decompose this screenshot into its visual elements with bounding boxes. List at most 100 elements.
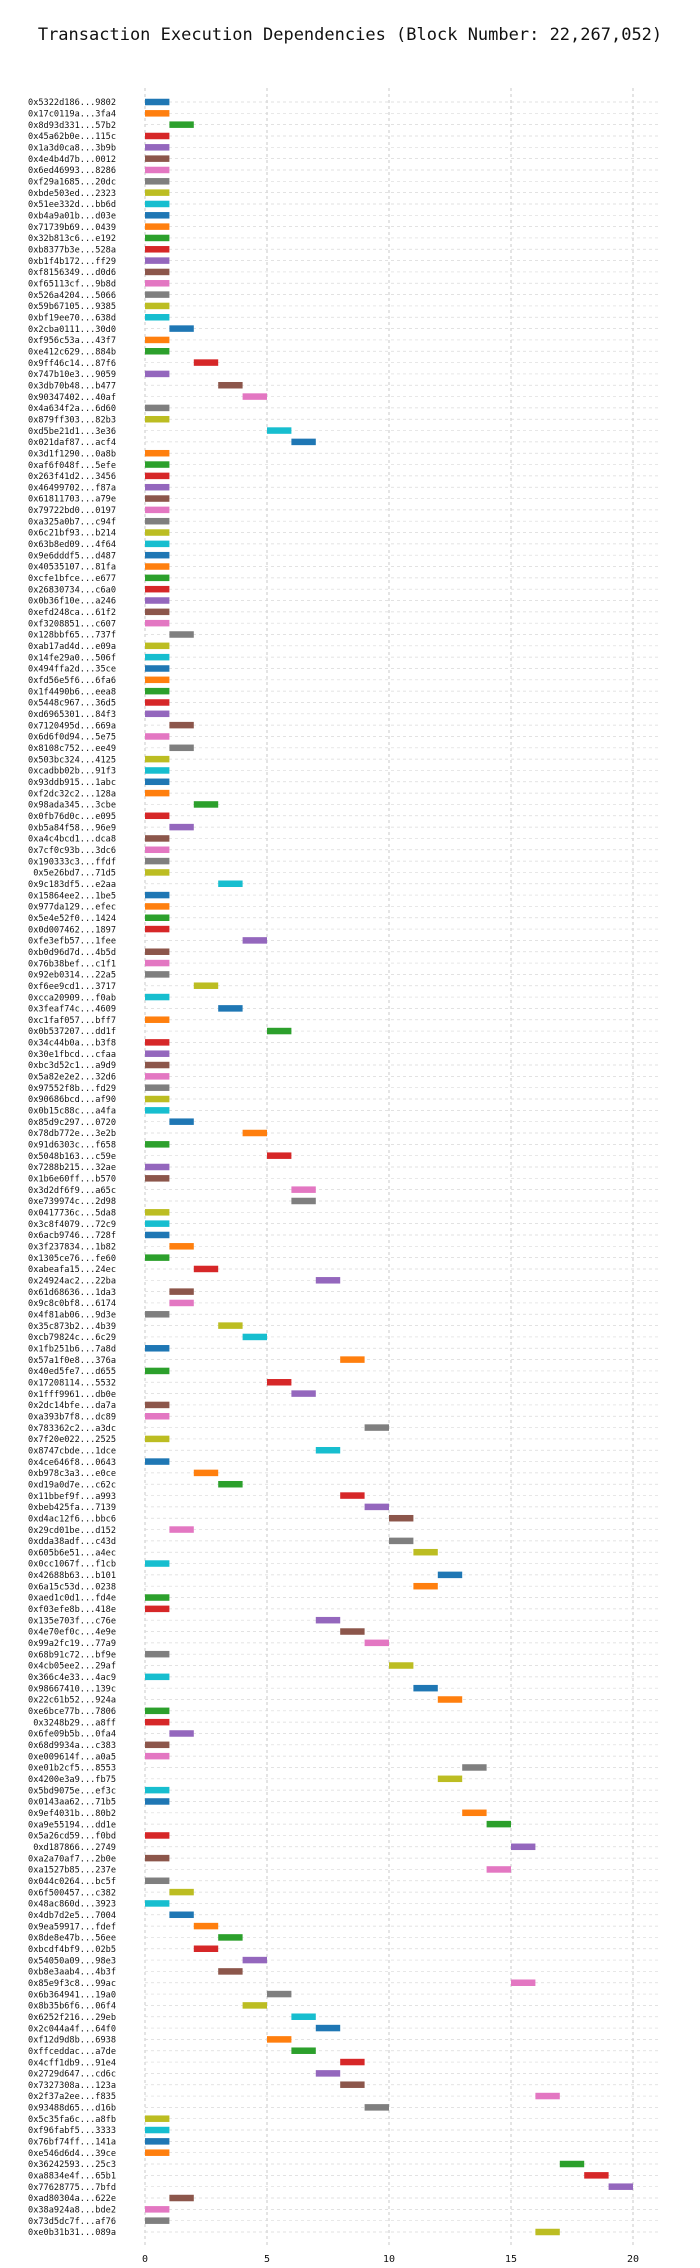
transaction-bar xyxy=(145,948,170,955)
transaction-bar xyxy=(145,733,170,740)
transaction-bar xyxy=(145,1175,170,1182)
transaction-bar xyxy=(242,1333,267,1341)
transaction-label: 0x79722bd0...0197 xyxy=(28,506,116,516)
transaction-label: 0xab17ad4d...e09a xyxy=(28,642,116,652)
transaction-label: 0x5448c967...36d5 xyxy=(28,699,116,709)
transaction-bar xyxy=(145,993,170,1001)
transaction-bar xyxy=(291,1197,316,1205)
transaction-bar xyxy=(193,801,219,808)
transaction-bar xyxy=(145,971,170,978)
transaction-bar xyxy=(267,427,292,434)
transaction-bar xyxy=(267,1379,292,1386)
transaction-label: 0x42688b63...b101 xyxy=(28,1571,116,1581)
transaction-bar xyxy=(145,1141,170,1148)
transaction-label: 0x99a2fc19...77a9 xyxy=(28,1639,116,1649)
transaction-bar xyxy=(145,1741,170,1749)
transaction-bar xyxy=(145,1345,170,1352)
transaction-label: 0x68b91c72...bf9e xyxy=(28,1650,116,1660)
transaction-bar xyxy=(559,2160,585,2168)
transaction-bar xyxy=(145,472,170,480)
transaction-bar xyxy=(413,1684,438,1692)
transaction-label: 0x93488d65...d16b xyxy=(28,2104,116,2114)
x-tick-label: 20 xyxy=(627,2254,639,2265)
transaction-label: 0x0143aa62...71b5 xyxy=(28,1798,116,1808)
transaction-label: 0x8108c752...ee49 xyxy=(28,744,116,754)
transaction-label: 0x9c8c0bf8...6174 xyxy=(28,1299,116,1309)
transaction-label: 0x1a3d0ca8...3b9b xyxy=(28,144,116,154)
transaction-bar xyxy=(145,483,170,491)
transaction-bar xyxy=(145,1413,170,1420)
transaction-label: 0xf03efe8b...418e xyxy=(28,1605,116,1615)
transaction-label: 0x6fe09b5b...0fa4 xyxy=(28,1730,116,1740)
transaction-bar xyxy=(145,2138,170,2145)
transaction-bar xyxy=(145,268,170,276)
transaction-bar xyxy=(145,1061,170,1069)
transaction-label: 0x6acb9746...728f xyxy=(28,1231,116,1241)
transaction-bar xyxy=(364,1639,389,1647)
transaction-bar xyxy=(218,381,243,389)
transaction-label: 0x9e6dddf5...d487 xyxy=(28,551,116,561)
transaction-label: 0xe0b31b31...089a xyxy=(28,2228,116,2238)
transaction-bar xyxy=(145,1707,170,1715)
transaction-bar xyxy=(218,1934,243,1941)
transaction-label: 0x48ac860d...3923 xyxy=(28,1900,116,1910)
transaction-bar xyxy=(145,1786,170,1794)
transaction-label: 0x45a62b0e...115c xyxy=(28,132,116,142)
transaction-bar xyxy=(145,1877,170,1885)
transaction-bar xyxy=(145,1560,170,1567)
transaction-bar xyxy=(218,1480,243,1488)
transaction-label: 0x4cff1db9...91e4 xyxy=(28,2058,116,2068)
transaction-label: 0x783362c2...a3dc xyxy=(28,1424,116,1434)
transaction-bar xyxy=(145,370,170,378)
transaction-bar xyxy=(145,314,170,321)
transaction-bar xyxy=(193,982,219,989)
transaction-bar xyxy=(242,937,267,944)
transaction-bar xyxy=(315,1446,341,1454)
transaction-label: 0x5a26cd59...f0bd xyxy=(28,1832,116,1842)
transaction-label: 0x91d6303c...f658 xyxy=(28,1141,116,1151)
transaction-label: 0x1305ce76...fe60 xyxy=(28,1254,116,1264)
transaction-label: 0x0d007462...1897 xyxy=(28,925,116,935)
transaction-bar xyxy=(218,1005,243,1012)
transaction-label: 0x7cf0c93b...3dc6 xyxy=(28,846,116,856)
transaction-label: 0xe01b2cf5...8553 xyxy=(28,1764,116,1774)
transaction-label: 0x128bbf65...737f xyxy=(28,631,116,641)
transaction-bar xyxy=(145,415,170,423)
transaction-label: 0x977da129...efec xyxy=(28,903,116,913)
transaction-bar xyxy=(145,1163,170,1171)
transaction-bar xyxy=(169,1526,194,1533)
transaction-bar xyxy=(242,1956,267,1964)
transaction-bar xyxy=(340,1356,365,1363)
transaction-label: 0xf3208851...c607 xyxy=(28,619,116,629)
transaction-bar xyxy=(145,110,170,117)
transaction-bar xyxy=(169,1911,194,1919)
transaction-bar xyxy=(145,529,170,536)
transaction-bar xyxy=(291,438,316,446)
transaction-bar xyxy=(145,1107,170,1114)
transaction-label: 0x61d68636...1da3 xyxy=(28,1288,116,1298)
transaction-bar xyxy=(462,1764,487,1771)
transaction-label: 0xbeb425fa...7139 xyxy=(28,1503,116,1513)
transaction-bar xyxy=(169,1288,194,1295)
transaction-label: 0xd187866...2749 xyxy=(33,1843,116,1853)
transaction-bar xyxy=(145,959,170,967)
transaction-label: 0x044c0264...bc5f xyxy=(28,1877,116,1887)
transaction-bar xyxy=(267,2036,292,2043)
transaction-bar xyxy=(169,1730,194,1737)
transaction-label: 0x61811703...a79e xyxy=(28,495,116,505)
transaction-label: 0x3db70b48...b477 xyxy=(28,381,116,391)
transaction-bar xyxy=(340,2058,365,2066)
transaction-bar xyxy=(145,1254,170,1261)
x-tick-label: 10 xyxy=(383,2254,395,2265)
transaction-label: 0x1fff9961...db0e xyxy=(28,1390,116,1400)
transaction-bar xyxy=(145,246,170,253)
transaction-label: 0xb8377b3e...528a xyxy=(28,245,116,255)
transaction-label: 0x1fb251b6...7a8d xyxy=(28,1344,116,1354)
transaction-label: 0x2dc14bfe...da7a xyxy=(28,1401,116,1411)
transaction-label: 0x494ffa2d...35ce xyxy=(28,665,116,675)
transaction-bar xyxy=(145,778,170,786)
transaction-bar xyxy=(145,925,170,933)
transaction-bar xyxy=(145,1016,170,1023)
transaction-bar xyxy=(145,857,170,865)
